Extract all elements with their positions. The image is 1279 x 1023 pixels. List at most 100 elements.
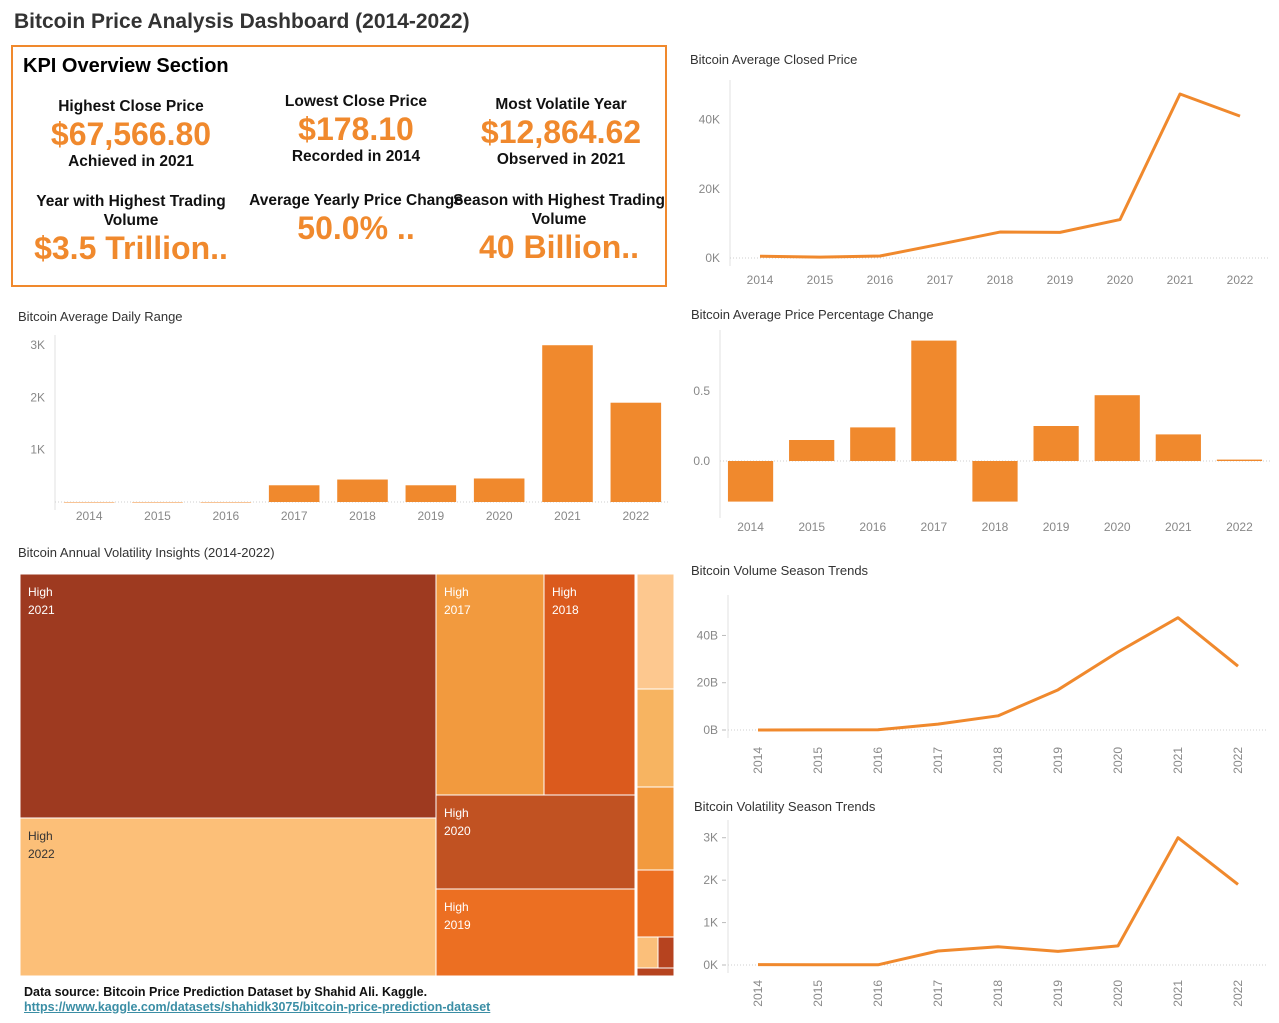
avg-closed-price-title: Bitcoin Average Closed Price [690, 52, 858, 67]
x-tick-label: 2019 [1047, 273, 1074, 287]
treemap-cell [636, 936, 659, 969]
series-line [757, 836, 1239, 967]
y-tick-label: 1K [703, 916, 718, 930]
pct-change-title: Bitcoin Average Price Percentage Change [691, 307, 934, 322]
treemap-cell [435, 888, 636, 977]
data-source-link[interactable]: https://www.kaggle.com/datasets/shahidk3… [24, 1000, 491, 1014]
x-tick-label: 2015 [811, 980, 825, 1007]
volume-season-title: Bitcoin Volume Season Trends [691, 563, 869, 578]
treemap-cell [636, 688, 675, 788]
x-tick-label: 2017 [927, 273, 954, 287]
treemap-cell [636, 869, 675, 938]
y-tick-label: 40K [699, 113, 720, 127]
y-tick-label: 40B [697, 628, 718, 642]
bar [268, 485, 320, 502]
kpi-value: $178.10 [298, 111, 414, 147]
treemap-cell [636, 967, 675, 977]
kpi-most-volatile: Most Volatile Year $12,864.62 Observed i… [451, 95, 671, 169]
x-tick-label: 2017 [931, 747, 945, 774]
kpi-label: Season with Highest Trading Volume [453, 192, 665, 228]
x-tick-label: 2019 [1051, 980, 1065, 1007]
x-tick-label: 2019 [417, 509, 444, 523]
bar [1155, 434, 1201, 461]
x-tick-label: 2022 [1227, 273, 1254, 287]
bar [1033, 426, 1079, 461]
x-tick-label: 2020 [1111, 747, 1125, 774]
bar [850, 427, 896, 461]
series-line [759, 92, 1241, 259]
data-source: Data source: Bitcoin Price Prediction Da… [24, 985, 490, 1015]
kpi-label: Highest Close Price [58, 98, 204, 115]
treemap-cell [20, 574, 437, 819]
treemap-cell-year: 2020 [444, 824, 471, 838]
treemap-cell [636, 574, 675, 690]
bar [789, 440, 835, 461]
kpi-label: Average Yearly Price Change [249, 192, 463, 209]
y-tick-label: 2K [30, 390, 45, 404]
x-tick-label: 2020 [1107, 273, 1134, 287]
treemap-cell-label: High [28, 829, 53, 843]
x-tick-label: 2022 [1231, 747, 1245, 774]
treemap-cell-year: 2019 [444, 918, 471, 932]
kpi-lowest-close: Lowest Close Price $178.10 Recorded in 2… [246, 92, 466, 166]
x-tick-label: 2016 [859, 520, 886, 534]
treemap-cell [636, 786, 675, 871]
y-tick-label: 0B [703, 723, 718, 737]
x-tick-label: 2021 [1167, 273, 1194, 287]
kpi-avg-yearly-change: Average Yearly Price Change 50.0% .. [246, 191, 466, 246]
x-tick-label: 2018 [991, 980, 1005, 1007]
x-tick-label: 2014 [751, 980, 765, 1007]
x-tick-label: 2015 [144, 509, 171, 523]
x-tick-label: 2021 [1171, 980, 1185, 1007]
y-tick-label: 20B [697, 676, 718, 690]
treemap-cell-year: 2022 [28, 847, 55, 861]
bar [405, 485, 457, 502]
y-tick-label: 0.5 [693, 384, 710, 398]
volatility-treemap: High 2021 High 2022 High 2017 High 2018 High 2020… [20, 574, 675, 977]
treemap-title: Bitcoin Annual Volatility Insights (2014… [18, 545, 275, 560]
x-tick-label: 2020 [1104, 520, 1131, 534]
x-tick-label: 2017 [921, 520, 948, 534]
x-tick-label: 2021 [1171, 747, 1185, 774]
x-tick-label: 2018 [991, 747, 1005, 774]
kpi-overview-panel: KPI Overview Section Highest Close Price… [11, 45, 667, 287]
treemap-cell [435, 574, 545, 796]
y-tick-label: 0K [705, 251, 720, 265]
bar [972, 461, 1018, 502]
x-tick-label: 2021 [1165, 520, 1192, 534]
kpi-sub: Observed in 2021 [496, 151, 626, 168]
kpi-sub: Recorded in 2014 [291, 148, 421, 165]
treemap-cell [543, 574, 636, 796]
x-tick-label: 2015 [811, 747, 825, 774]
y-tick-label: 3K [30, 338, 45, 352]
treemap-cell [657, 936, 675, 969]
y-tick-label: 3K [703, 831, 718, 845]
y-tick-label: 1K [30, 443, 45, 457]
x-tick-label: 2016 [871, 747, 885, 774]
bar [542, 345, 593, 502]
y-tick-label: 0.0 [693, 454, 710, 468]
x-tick-label: 2014 [76, 509, 103, 523]
volume-season-chart: 0B 20B 40B 2014 2015 2016 2017 2018 2019 2020 2021… [697, 595, 1268, 774]
bar [911, 340, 957, 461]
series-line [757, 616, 1239, 732]
treemap-cell-label: High [28, 585, 53, 599]
x-tick-label: 2018 [987, 273, 1014, 287]
treemap-cell [20, 817, 437, 977]
x-tick-label: 2022 [622, 509, 649, 523]
kpi-heading: KPI Overview Section [23, 55, 229, 77]
x-tick-label: 2015 [798, 520, 825, 534]
data-source-text: Data source: Bitcoin Price Prediction Da… [24, 985, 428, 999]
x-tick-label: 2022 [1231, 980, 1245, 1007]
bar [473, 478, 525, 502]
kpi-highest-volume-year: Year with Highest Trading Volume $3.5 Tr… [21, 192, 241, 266]
kpi-value: $3.5 Trillion.. [34, 230, 228, 266]
kpi-value: $12,864.62 [480, 114, 642, 150]
bar [1094, 395, 1140, 461]
bar [63, 502, 115, 503]
kpi-value: $67,566.80 [50, 116, 212, 152]
x-tick-label: 2016 [212, 509, 239, 523]
volatility-season-title: Bitcoin Volatility Season Trends [694, 799, 876, 814]
x-tick-label: 2018 [982, 520, 1009, 534]
bar [1216, 459, 1263, 461]
